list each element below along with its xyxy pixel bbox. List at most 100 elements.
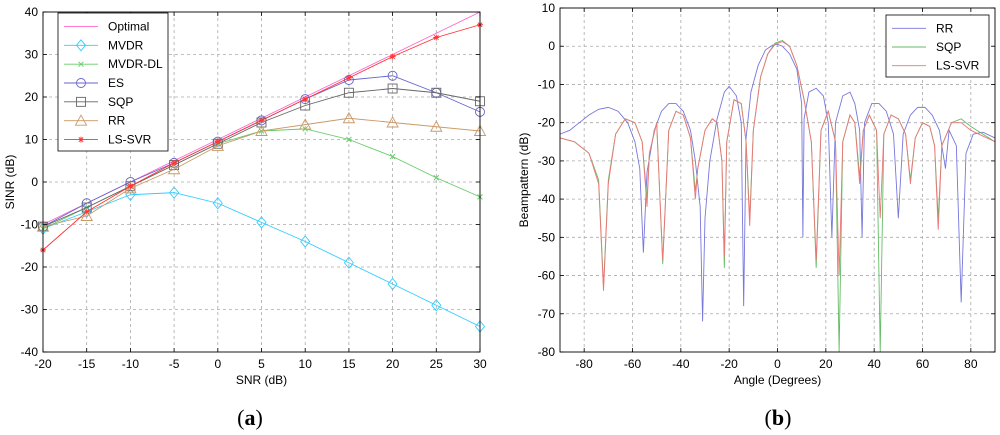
data-point-sqp bbox=[387, 83, 398, 94]
legend-label-sqp: SQP bbox=[108, 95, 133, 109]
data-point-rr bbox=[342, 111, 356, 124]
x-tick-label: -60 bbox=[624, 357, 642, 371]
data-point-rr bbox=[386, 116, 399, 128]
legend-label-ls-svr: LS-SVR bbox=[108, 133, 152, 147]
data-point-ls-svr bbox=[214, 138, 221, 145]
y-tick-label: -10 bbox=[538, 77, 556, 91]
y-tick-label: -80 bbox=[538, 345, 556, 359]
data-point-rr bbox=[430, 120, 443, 132]
data-point-mvdr bbox=[300, 235, 311, 248]
y-tick-label: -60 bbox=[538, 269, 556, 283]
data-point-ls-svr bbox=[171, 159, 178, 166]
data-point-ls-svr bbox=[389, 53, 396, 60]
x-tick-label: 40 bbox=[867, 357, 881, 371]
y-tick-label: 0 bbox=[31, 175, 38, 189]
y-tick-label: -50 bbox=[538, 230, 556, 244]
x-axis-label: Angle (Degrees) bbox=[734, 373, 821, 387]
legend: RR SQP LS-SVR bbox=[885, 14, 990, 78]
data-point-mvdr-dl bbox=[389, 153, 396, 160]
y-axis-label: SINR (dB) bbox=[3, 155, 17, 210]
data-point-ls-svr bbox=[345, 74, 352, 81]
y-tick-label: -40 bbox=[538, 192, 556, 206]
x-tick-label: -10 bbox=[122, 357, 140, 371]
x-tick-label: 10 bbox=[299, 357, 313, 371]
data-point-rr bbox=[255, 124, 268, 136]
y-tick-label: -30 bbox=[21, 303, 39, 317]
data-point-mvdr-dl bbox=[346, 136, 352, 143]
x-tick-label: 20 bbox=[819, 357, 833, 371]
data-point-ls-svr bbox=[302, 96, 309, 103]
x-tick-label: -20 bbox=[34, 357, 52, 371]
y-tick-label: -10 bbox=[21, 218, 39, 232]
x-tick-label: -80 bbox=[575, 357, 593, 371]
series-ls-svr bbox=[559, 41, 996, 291]
data-point-ls-svr bbox=[258, 117, 265, 124]
y-tick-label: 40 bbox=[25, 5, 39, 19]
x-tick-label: -15 bbox=[78, 357, 96, 371]
x-tick-label: 15 bbox=[342, 357, 356, 371]
legend-marker-sqp bbox=[76, 96, 86, 107]
y-tick-label: 10 bbox=[542, 1, 556, 15]
y-tick-label: 20 bbox=[25, 90, 39, 104]
panel-label: (a) bbox=[237, 405, 263, 430]
legend-label-mvdr: MVDR bbox=[108, 38, 144, 52]
legend-label-optimal: Optimal bbox=[108, 19, 149, 33]
y-tick-label: -20 bbox=[538, 116, 556, 130]
data-point-ls-svr bbox=[433, 34, 440, 41]
data-point-rr bbox=[211, 139, 225, 151]
y-tick-label: 30 bbox=[25, 48, 39, 62]
x-tick-label: -20 bbox=[720, 357, 738, 371]
x-tick-label: 30 bbox=[473, 357, 487, 371]
series-line-rr bbox=[42, 117, 481, 228]
panel-letter: b bbox=[772, 405, 784, 430]
x-axis-label: SNR (dB) bbox=[236, 373, 287, 387]
x-tick-label: -5 bbox=[169, 357, 180, 371]
legend-label-sqp: SQP bbox=[936, 40, 961, 54]
x-tick-label: 0 bbox=[774, 357, 781, 371]
data-point-ls-svr bbox=[127, 183, 134, 190]
data-point-ls-svr bbox=[83, 208, 90, 215]
series-line-mvdr bbox=[42, 192, 481, 327]
legend-marker-mvdr-dl bbox=[78, 61, 84, 67]
x-tick-label: 0 bbox=[214, 357, 221, 371]
data-point-mvdr bbox=[212, 197, 223, 210]
y-tick-label: 10 bbox=[25, 133, 39, 147]
x-tick-label: 5 bbox=[258, 357, 265, 371]
legend-label-rr: RR bbox=[108, 114, 126, 128]
x-tick-label: 80 bbox=[964, 357, 978, 371]
panel-letter: a bbox=[245, 405, 256, 430]
legend-label-mvdr-dl: MVDR-DL bbox=[108, 57, 163, 71]
data-point-sqp bbox=[343, 87, 354, 98]
data-point-mvdr bbox=[169, 186, 180, 199]
legend-box bbox=[885, 14, 990, 78]
y-tick-label: -70 bbox=[538, 307, 556, 321]
chart-a: -20 -15 -10 -5 0 5 10 15 20 25 30 -40 -30 -20 -10 0 10 20… bbox=[3, 5, 487, 430]
y-tick-label: -40 bbox=[21, 345, 39, 359]
data-point-sqp bbox=[431, 87, 442, 98]
data-point-mvdr bbox=[256, 216, 267, 229]
x-tick-label: -40 bbox=[672, 357, 690, 371]
data-point-es bbox=[300, 94, 311, 105]
data-point-es bbox=[387, 70, 398, 81]
series-line-ls-svr bbox=[559, 41, 996, 291]
data-point-mvdr-dl bbox=[433, 174, 440, 181]
x-tick-label: 20 bbox=[386, 357, 400, 371]
data-point-mvdr bbox=[343, 256, 354, 269]
y-tick-label: -30 bbox=[538, 154, 556, 168]
legend-label-es: ES bbox=[108, 76, 124, 90]
x-tick-label: 25 bbox=[430, 357, 444, 371]
series-mvdr bbox=[37, 186, 486, 333]
data-point-rr bbox=[167, 162, 181, 175]
legend-marker-ls-svr bbox=[78, 136, 84, 143]
panel-label: (b) bbox=[765, 405, 792, 430]
y-tick-label: 0 bbox=[548, 39, 555, 53]
legend: Optimal MVDR MVDR-DL ES SQP RR LS-SVR bbox=[57, 12, 169, 152]
data-point-rr bbox=[80, 209, 93, 221]
data-point-rr bbox=[298, 118, 312, 130]
legend-marker-mvdr bbox=[75, 39, 87, 52]
legend-marker-rr bbox=[74, 114, 88, 126]
y-tick-label: -20 bbox=[21, 260, 39, 274]
x-tick-label: 60 bbox=[916, 357, 930, 371]
legend-marker-es bbox=[76, 78, 86, 88]
